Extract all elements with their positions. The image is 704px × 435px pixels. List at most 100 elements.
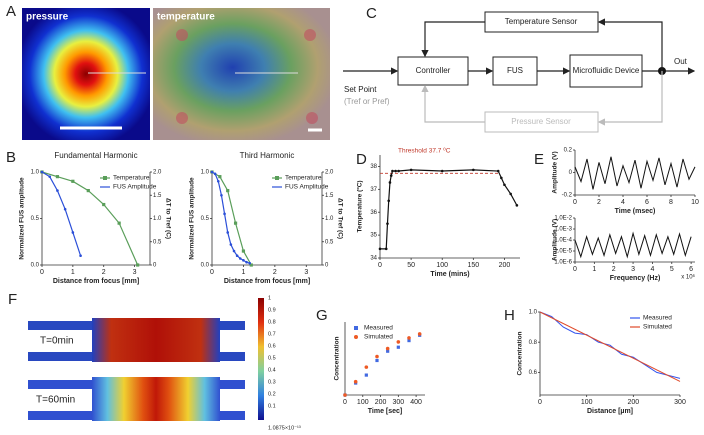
point bbox=[394, 169, 397, 173]
point bbox=[216, 180, 220, 183]
y-axis-label: Normalized FUS amplitude bbox=[189, 177, 196, 260]
x-tick-label: 200 bbox=[375, 399, 387, 406]
colorbar-tick-label: 0.7 bbox=[268, 331, 276, 337]
y2-tick-label: 1.5 bbox=[325, 193, 334, 199]
panel-label: G bbox=[316, 307, 328, 324]
point bbox=[386, 222, 389, 225]
node-label: Microfluidic Device bbox=[573, 66, 640, 75]
x-tick-label: 1 bbox=[71, 269, 75, 276]
y-tick-label: 0 bbox=[569, 170, 573, 176]
point bbox=[387, 199, 391, 203]
point bbox=[375, 354, 379, 359]
node-label: Pressure Sensor bbox=[511, 117, 571, 126]
point bbox=[55, 175, 60, 179]
x-tick-label: 3 bbox=[304, 269, 308, 276]
series-line bbox=[574, 231, 692, 259]
x-tick-label: 50 bbox=[407, 262, 415, 269]
x-axis-label: Distance [µm] bbox=[587, 408, 633, 415]
arrow bbox=[597, 18, 663, 71]
x-tick-label: 4 bbox=[621, 199, 625, 206]
x-tick-label: 0 bbox=[538, 399, 542, 406]
input-label: Set Point bbox=[344, 85, 377, 94]
x-tick-label: 300 bbox=[674, 399, 686, 406]
point bbox=[40, 170, 44, 174]
point bbox=[409, 168, 413, 172]
legend-label: FUS Amplitude bbox=[285, 184, 329, 191]
y2-axis-label: ΔT to Tref (C) bbox=[164, 198, 171, 239]
chart: 0 100 200 300 400 Time [sec] Concentration Meas… bbox=[334, 322, 425, 415]
point bbox=[353, 379, 358, 384]
x-tick-label: 0 bbox=[343, 399, 347, 406]
point bbox=[248, 261, 252, 265]
point bbox=[136, 263, 140, 267]
x-tick-label: 100 bbox=[357, 399, 369, 406]
point bbox=[48, 175, 52, 178]
point bbox=[503, 183, 506, 187]
x-tick-label: 2 bbox=[273, 269, 277, 276]
colorbar-tick-label: 0.2 bbox=[268, 391, 276, 397]
x-axis-label: Frequency (Hz) bbox=[610, 275, 661, 282]
x-tick-label: 100 bbox=[436, 262, 448, 269]
chart: 0 100 200 300 0.6 0.8 1.0 Distance [µm] Concentr… bbox=[517, 310, 686, 415]
y2-tick-label: 1.5 bbox=[153, 193, 162, 199]
chart-title: Third Harmonic bbox=[240, 151, 295, 160]
x-tick-label: 1 bbox=[592, 266, 596, 273]
point bbox=[218, 175, 222, 179]
point bbox=[233, 221, 238, 225]
y-tick-label: 36 bbox=[370, 210, 377, 216]
chart: 0 50 100 150 200 34 35 36 37 38 Time (mins) Tempera… bbox=[357, 147, 520, 278]
panel-label: C bbox=[366, 5, 377, 22]
arrow bbox=[421, 21, 485, 58]
legend-swatch bbox=[354, 335, 358, 339]
point bbox=[213, 172, 217, 176]
y-tick-label: 35 bbox=[370, 233, 377, 239]
channel-t0 bbox=[28, 318, 245, 362]
x-tick-label: 3 bbox=[133, 269, 137, 276]
point bbox=[232, 249, 236, 253]
y-tick-label: 1.0E-6 bbox=[554, 260, 572, 266]
point bbox=[385, 346, 390, 351]
chart: 0 1 2 3 4 5 6 1.0E-6 1.0E-5 1.0E-4 1.0E-3 1.0E-2 Fre… bbox=[552, 216, 696, 282]
point bbox=[388, 181, 392, 184]
y-tick-label: 1.0 bbox=[31, 170, 40, 176]
chart: 0 1 2 3 0.0 0.5 1.0 0 0.5 1.0 1.5 2.0 Fundamental Ha… bbox=[19, 151, 172, 285]
point bbox=[386, 349, 390, 353]
legend-label: Simulated bbox=[643, 324, 672, 331]
colorbar-tick-label: 1.0875×10⁻¹³ bbox=[268, 425, 301, 431]
y-tick-label: 1.0E-2 bbox=[554, 216, 572, 222]
legend-label: Measured bbox=[364, 325, 393, 332]
point bbox=[223, 212, 226, 216]
point bbox=[235, 254, 239, 257]
x-axis-label: Distance from focus [mm] bbox=[224, 278, 310, 285]
x-tick-label: 0 bbox=[210, 269, 214, 276]
legend-label: Measured bbox=[643, 315, 672, 322]
time-label: T=60min bbox=[36, 395, 75, 406]
image-label: temperature bbox=[157, 12, 215, 23]
point bbox=[56, 189, 59, 192]
y2-tick-label: 0 bbox=[153, 263, 157, 269]
point bbox=[378, 247, 382, 251]
well bbox=[306, 112, 318, 124]
x-tick-label: 3 bbox=[631, 266, 635, 273]
x-tick-label: 6 bbox=[689, 266, 693, 273]
point bbox=[117, 221, 121, 225]
x-tick-label: 0 bbox=[573, 199, 577, 206]
y2-tick-label: 0 bbox=[325, 263, 329, 269]
node-label: Controller bbox=[416, 66, 451, 75]
x-tick-label: 2 bbox=[102, 269, 106, 276]
x-tick-label: 0 bbox=[40, 269, 44, 276]
point bbox=[364, 365, 369, 369]
x-tick-label: 150 bbox=[467, 262, 479, 269]
point bbox=[238, 257, 242, 260]
point bbox=[86, 189, 90, 193]
colorbar-tick-label: 1 bbox=[268, 295, 271, 301]
y-tick-label: 0.5 bbox=[31, 216, 40, 222]
chart: 0 1 2 3 0.0 0.5 1.0 0 0.5 1.0 1.5 2.0 Third Harmonic… bbox=[189, 151, 344, 285]
point bbox=[63, 207, 67, 211]
x-tick-label: 300 bbox=[392, 399, 404, 406]
point bbox=[375, 358, 379, 363]
y-axis-label: Normalized FUS amplitude bbox=[19, 177, 26, 260]
y-tick-label: 1.0E-5 bbox=[554, 249, 572, 255]
channel-t60 bbox=[28, 377, 245, 421]
